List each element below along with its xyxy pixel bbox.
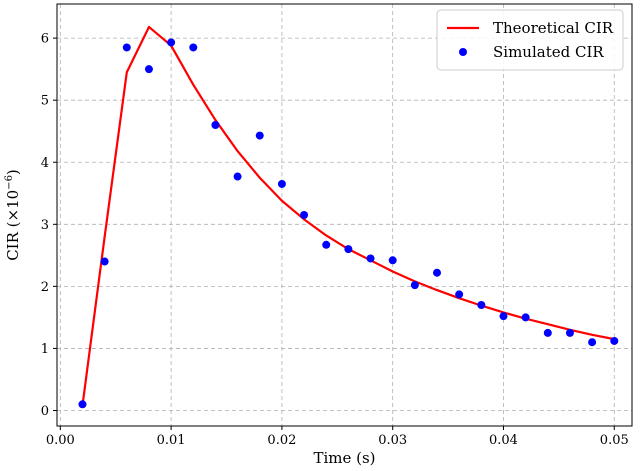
simulated-cir-point (388, 256, 397, 265)
legend-marker-swatch (459, 48, 467, 56)
y-tick-label: 1 (41, 342, 49, 357)
simulated-cir-point (100, 257, 109, 266)
simulated-cir-point (78, 400, 87, 409)
x-tick-label: 0.04 (489, 433, 518, 448)
simulated-cir-point (344, 245, 353, 254)
simulated-cir-point (366, 254, 375, 263)
legend-box (436, 9, 624, 71)
y-axis-label: CIR (×10−6) (4, 169, 22, 261)
simulated-cir-point (255, 131, 264, 140)
simulated-cir-point (543, 328, 552, 337)
x-tick-label: 0.03 (378, 433, 407, 448)
simulated-cir-point (410, 281, 419, 290)
y-tick-label: 3 (41, 218, 49, 233)
legend-label: Simulated CIR (493, 43, 604, 61)
x-tick-label: 0.00 (46, 433, 75, 448)
simulated-cir-point (433, 268, 442, 277)
simulated-cir-point (144, 65, 153, 74)
y-axis-label-base: CIR (×10 (4, 190, 22, 261)
simulated-cir-point (499, 312, 508, 321)
legend-label: Theoretical CIR (493, 19, 614, 37)
simulated-cir-point (455, 290, 464, 299)
x-axis-label: Time (s) (313, 449, 375, 467)
simulated-cir-point (122, 43, 131, 52)
simulated-cir-point (588, 338, 597, 347)
simulated-cir-point (610, 336, 619, 345)
legend: Theoretical CIR Simulated CIR (436, 9, 624, 71)
simulated-cir-point (233, 172, 242, 181)
axes-frame (56, 3, 633, 427)
y-tick-label: 4 (41, 156, 49, 171)
simulated-cir-point (300, 211, 309, 219)
y-axis-label-suffix: ) (4, 169, 22, 175)
y-tick-label: 2 (41, 280, 49, 295)
simulated-cir-point (322, 240, 331, 249)
plot-area (78, 25, 619, 409)
x-tick-label: 0.01 (157, 433, 186, 448)
simulated-cir-point (211, 121, 220, 130)
y-axis-label-exponent: −6 (4, 175, 15, 190)
x-axis: 0.00 0.01 0.02 0.03 0.04 0.05 (46, 426, 629, 448)
x-tick-label: 0.05 (600, 433, 629, 448)
y-axis: 0 1 2 3 4 5 6 (41, 32, 57, 419)
simulated-cir-point (521, 313, 530, 322)
simulated-cir-point (167, 38, 176, 47)
simulated-cir-point (277, 179, 286, 188)
x-tick-label: 0.02 (267, 433, 296, 448)
simulated-cir-point (565, 328, 574, 337)
grid (57, 4, 632, 426)
y-tick-label: 5 (41, 94, 49, 109)
simulated-cir-point (189, 43, 198, 52)
y-tick-label: 6 (41, 32, 49, 47)
simulated-cir-point (477, 300, 486, 309)
y-tick-label: 0 (41, 404, 49, 419)
